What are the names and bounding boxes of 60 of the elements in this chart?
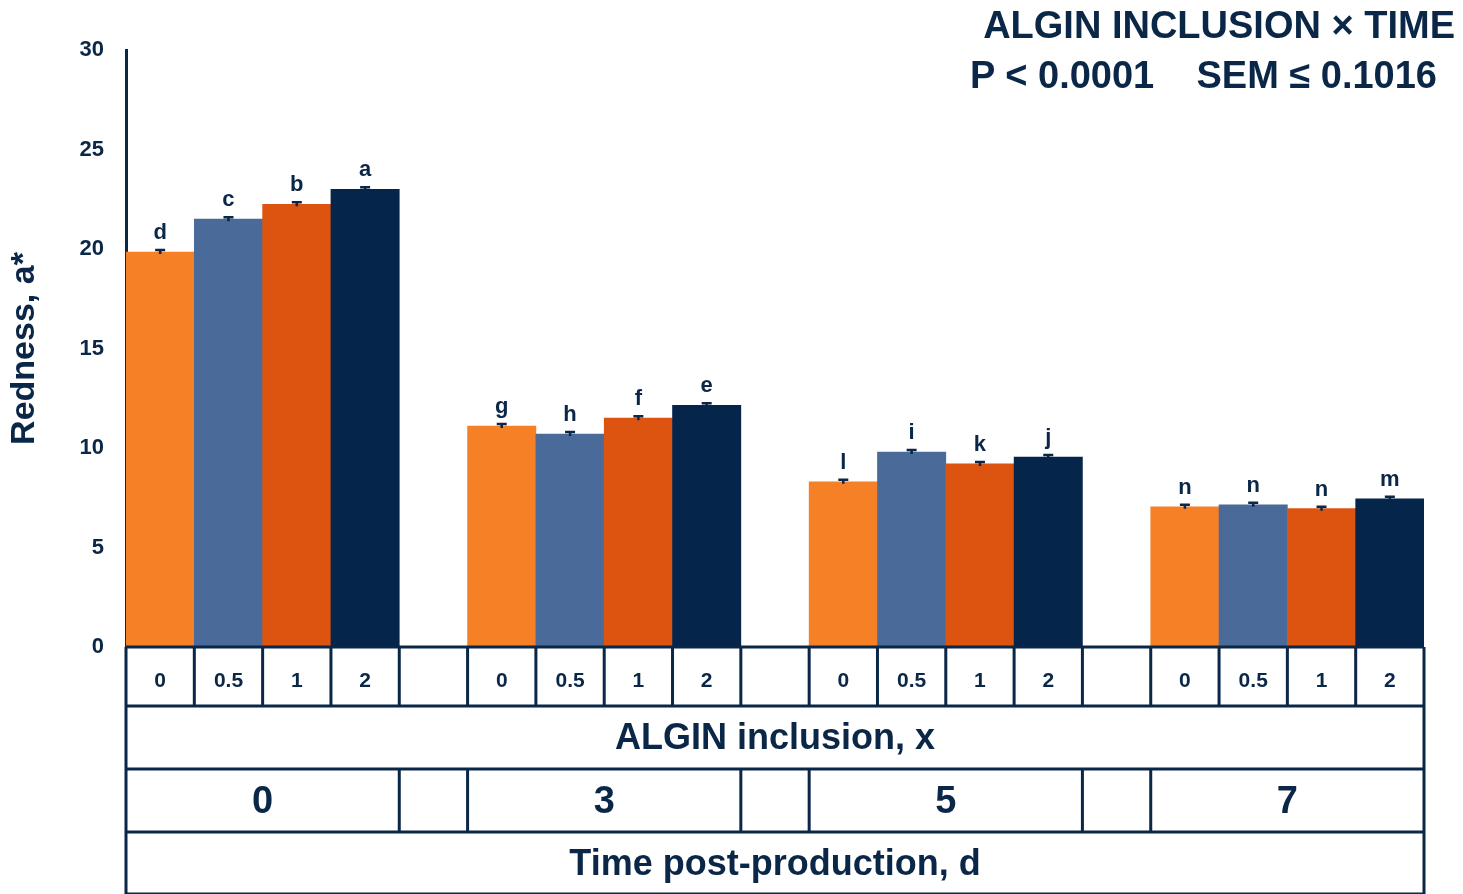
text: Time post-production, d <box>569 841 981 883</box>
data-label: c <box>222 186 235 212</box>
x-tick-label: 0 <box>1179 668 1191 692</box>
x-tick-label: 2 <box>359 668 371 692</box>
y-tick-label: 20 <box>79 235 104 261</box>
data-label: n <box>1246 471 1260 497</box>
data-label: g <box>495 393 509 419</box>
text: 3 <box>593 778 615 821</box>
text: 0 <box>252 778 274 821</box>
y-axis-title: Redness, a* <box>2 251 41 445</box>
x-tick-label: 0.5 <box>555 668 585 692</box>
bar <box>603 417 673 647</box>
data-label: j <box>1044 424 1052 450</box>
x-axis-title: ALGIN inclusion, x <box>614 716 936 758</box>
x-tick-label: 1 <box>290 668 303 692</box>
data-label: k <box>973 430 987 456</box>
y-tick-label: 0 <box>91 633 104 659</box>
x-tick-label: 0.5 <box>213 668 244 692</box>
data-label: d <box>153 219 167 245</box>
bar <box>535 433 605 647</box>
x-tick-label: 0.5 <box>897 668 927 692</box>
x-tick-label: 2 <box>700 668 713 692</box>
x-tick-label: 1 <box>1315 668 1328 692</box>
data-label: i <box>908 419 915 445</box>
text: 5 <box>935 778 957 821</box>
x-tick-label: 0 <box>154 668 166 692</box>
data-label: a <box>358 156 372 182</box>
data-label: n <box>1178 473 1192 499</box>
x-tick-label: 1 <box>632 668 645 692</box>
x-tick-label: 2 <box>1384 668 1396 692</box>
bar <box>467 425 537 647</box>
y-tick-label: 25 <box>79 135 104 161</box>
x-tick-label: 0 <box>495 668 508 692</box>
x-tick-label: 2 <box>1042 668 1055 692</box>
x-tick-label: 0 <box>837 668 850 692</box>
data-label: e <box>700 372 713 398</box>
chart-title: ALGIN INCLUSION × TIME <box>983 4 1455 46</box>
bar <box>1150 506 1220 647</box>
data-label: f <box>634 385 643 411</box>
bar <box>126 251 195 647</box>
y-tick-label: 10 <box>79 434 104 460</box>
bar <box>193 218 263 647</box>
x-tick-label: 1 <box>974 668 987 692</box>
bar <box>808 481 878 647</box>
bar <box>877 451 947 647</box>
bar <box>1287 508 1357 647</box>
chart-subtitle: P < 0.0001 SEM ≤ 0.1016 <box>970 54 1437 96</box>
y-tick-label: 5 <box>91 533 104 559</box>
data-label: l <box>840 448 847 474</box>
bar <box>1218 504 1288 647</box>
data-label: n <box>1314 475 1329 501</box>
bar <box>262 203 332 647</box>
data-label: h <box>563 401 577 427</box>
bar <box>945 463 1015 647</box>
data-label: m <box>1380 465 1400 491</box>
y-tick-label: 15 <box>79 334 104 360</box>
data-label: b <box>290 171 304 197</box>
x-tick-label: 0.5 <box>1238 668 1269 692</box>
text: 7 <box>1276 778 1298 821</box>
y-tick-label: 30 <box>79 36 104 62</box>
